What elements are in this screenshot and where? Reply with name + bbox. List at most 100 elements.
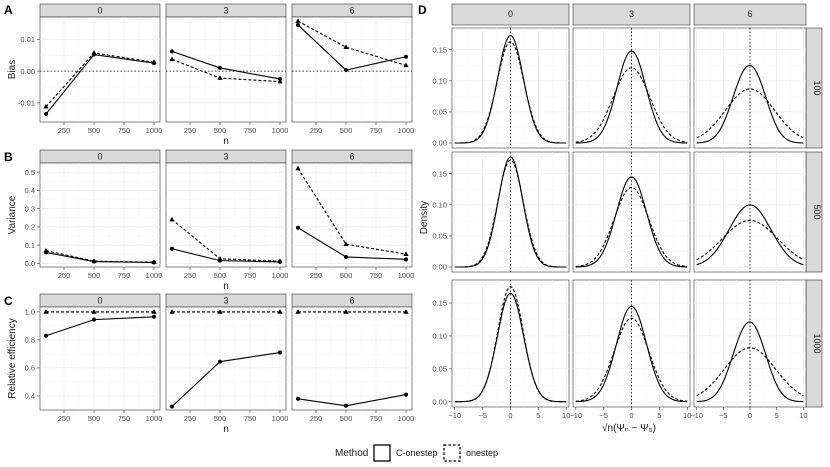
data-point-onestep bbox=[151, 309, 157, 314]
x-tick-label: −10 bbox=[690, 411, 703, 420]
data-point-onestep bbox=[169, 309, 175, 314]
facet-strip-bg bbox=[572, 3, 691, 26]
x-tick-label: 250 bbox=[310, 414, 323, 423]
facet-strip-col-3: 3 bbox=[572, 3, 691, 26]
facet-strip-label: 0 bbox=[97, 152, 102, 162]
y-tick-label: 0.0 bbox=[25, 259, 35, 268]
facet-0: 0 250 500 750 1000 0.4 0.6 0.8 1.0 bbox=[25, 293, 162, 423]
data-point-c-onestep bbox=[218, 359, 222, 364]
data-point-c-onestep bbox=[152, 314, 156, 319]
y-tick-label: 0.05 bbox=[432, 232, 447, 241]
y-tick-label: 0.05 bbox=[432, 365, 447, 374]
data-point-c-onestep bbox=[296, 396, 300, 401]
x-tick-label: 0 bbox=[508, 411, 512, 420]
y-tick-label: 0.15 bbox=[432, 299, 447, 308]
y-tick-label: 1.0 bbox=[25, 308, 35, 317]
facet-6: 6 250 500 750 1000 bbox=[291, 149, 415, 280]
legend-title: Method bbox=[335, 448, 368, 459]
legend: Method C-onestep onestep bbox=[335, 444, 498, 462]
facet-strip-label: 6 bbox=[349, 296, 354, 306]
density-curve-c-onestep bbox=[696, 321, 804, 403]
data-point-onestep bbox=[403, 251, 409, 257]
chart-bias: Bias n 0 250 500 750 1000 -0.01 0.00 0.01 3 250 500 7… bbox=[7, 3, 415, 147]
density-curve-onestep bbox=[454, 285, 567, 403]
facet-strip-label: 3 bbox=[223, 6, 228, 16]
data-point-c-onestep bbox=[404, 257, 408, 262]
facet-strip-row-500: 500 bbox=[805, 151, 823, 273]
facet-1000-3: −10 −5 0 5 10 bbox=[569, 279, 691, 420]
x-tick-label: −5 bbox=[599, 411, 608, 420]
x-tick-label: 500 bbox=[214, 126, 227, 135]
density-curve-onestep bbox=[575, 186, 688, 268]
facet-0: 0 250 500 750 1000 -0.01 0.00 0.01 bbox=[18, 3, 162, 135]
x-tick-label: −5 bbox=[719, 411, 728, 420]
y-tick-label: 0.3 bbox=[25, 204, 35, 213]
y-tick-label: 0.1 bbox=[25, 241, 35, 250]
plot-area bbox=[165, 162, 287, 268]
x-tick-label: 250 bbox=[310, 126, 323, 135]
x-axis-title: √n(Ψₙ − Ψ₀) bbox=[602, 422, 656, 434]
x-tick-label: 750 bbox=[370, 126, 383, 135]
x-tick-label: 500 bbox=[340, 271, 353, 280]
data-point-c-onestep bbox=[296, 225, 300, 230]
data-point-c-onestep bbox=[404, 54, 408, 59]
x-tick-label: 500 bbox=[340, 414, 353, 423]
x-tick-label: 1000 bbox=[398, 126, 415, 135]
facet-strip-label: 6 bbox=[349, 6, 354, 16]
x-tick-label: 750 bbox=[244, 271, 257, 280]
facet-strip: 6 bbox=[291, 149, 413, 164]
data-point-c-onestep bbox=[170, 246, 174, 251]
x-tick-label: 1000 bbox=[272, 126, 289, 135]
facet-6: 6 250 500 750 1000 bbox=[291, 293, 415, 423]
x-tick-label: 500 bbox=[88, 271, 101, 280]
data-point-onestep bbox=[295, 309, 301, 314]
x-tick-label: −10 bbox=[569, 411, 582, 420]
facet-strip: 3 bbox=[165, 149, 287, 164]
y-tick-label: 0.00 bbox=[20, 67, 35, 76]
facet-3: 3 250 500 750 1000 bbox=[165, 149, 288, 280]
data-point-c-onestep bbox=[344, 68, 348, 73]
facet-strip-row-1000: 1000 bbox=[805, 279, 823, 408]
data-point-onestep bbox=[151, 259, 157, 265]
data-point-c-onestep bbox=[404, 392, 408, 397]
density-curve-c-onestep bbox=[575, 50, 688, 144]
data-point-onestep bbox=[277, 309, 283, 314]
data-point-onestep bbox=[217, 75, 223, 80]
chart-relative-efficiency: Relative efficiency n 0 250 500 750 1000 0.4 0.6… bbox=[7, 293, 415, 435]
y-axis-title: Density bbox=[419, 201, 430, 234]
data-point-onestep bbox=[277, 258, 283, 263]
x-tick-label: 500 bbox=[88, 414, 101, 423]
data-point-onestep bbox=[43, 103, 49, 109]
data-point-onestep bbox=[43, 309, 49, 314]
x-tick-label: 1000 bbox=[398, 414, 415, 423]
facet-1000-6: −10 −5 0 5 10 bbox=[690, 279, 808, 420]
facet-strip-label: 100 bbox=[812, 80, 822, 95]
facet-strip-label: 6 bbox=[349, 152, 354, 162]
facet-strip-label: 3 bbox=[223, 152, 228, 162]
y-tick-label: 0.4 bbox=[25, 186, 35, 195]
x-tick-label: −10 bbox=[448, 411, 461, 420]
x-tick-label: 250 bbox=[184, 271, 197, 280]
facet-strip-row-100: 100 bbox=[805, 27, 823, 149]
legend-label-c-onestep: C-onestep bbox=[396, 448, 438, 458]
x-tick-label: 10 bbox=[562, 411, 570, 420]
x-tick-label: 1000 bbox=[398, 271, 415, 280]
data-point-c-onestep bbox=[170, 404, 174, 409]
facet-100-6 bbox=[693, 27, 807, 149]
facet-100-3 bbox=[572, 27, 691, 149]
data-point-onestep bbox=[43, 247, 49, 253]
density-curve-c-onestep bbox=[696, 204, 804, 266]
data-point-c-onestep bbox=[218, 65, 222, 70]
data-point-onestep bbox=[217, 309, 223, 314]
facet-strip-bg bbox=[693, 3, 807, 26]
facet-strip-label: 0 bbox=[97, 6, 102, 16]
x-tick-label: 5 bbox=[657, 411, 661, 420]
y-tick-label: 0.15 bbox=[432, 45, 447, 54]
legend-key-c-onestep bbox=[373, 444, 391, 462]
facet-0: 0 250 500 750 1000 0.0 0.1 0.2 0.3 0.4 0.5 bbox=[25, 149, 162, 280]
data-point-onestep bbox=[277, 78, 283, 84]
x-tick-label: 500 bbox=[340, 126, 353, 135]
facet-strip: 3 bbox=[165, 3, 287, 18]
facet-strip-label: 1000 bbox=[812, 333, 822, 353]
facet-strip-label: 0 bbox=[97, 296, 102, 306]
